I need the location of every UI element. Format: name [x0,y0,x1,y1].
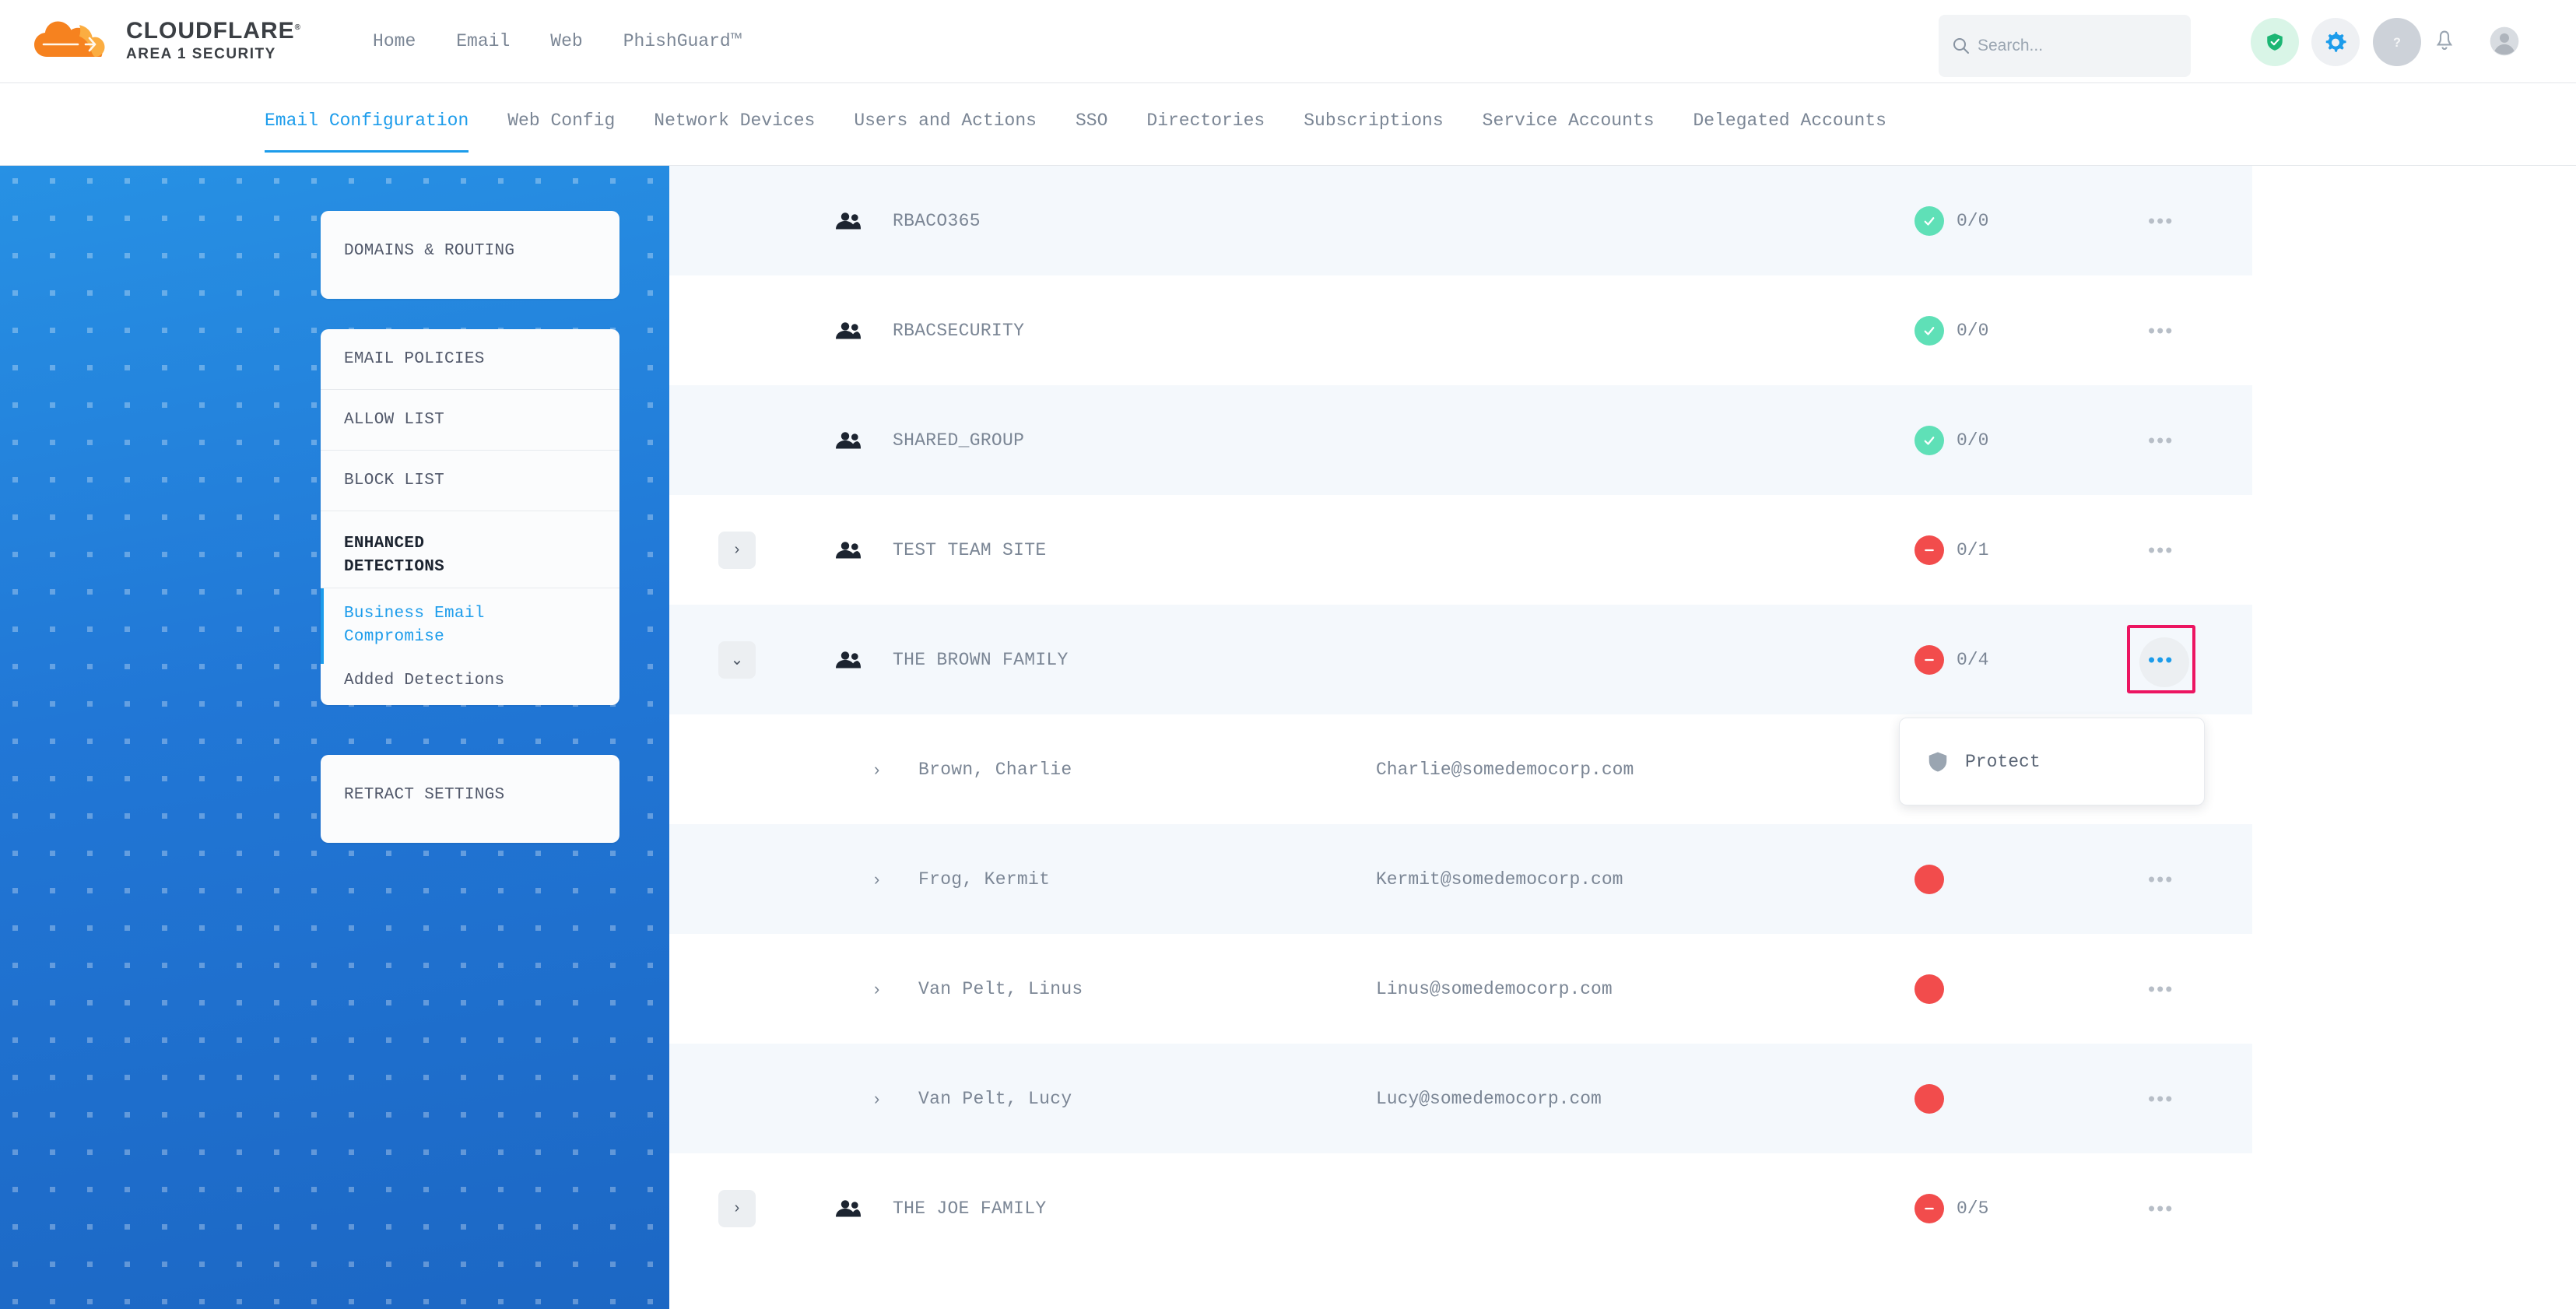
svg-text:?: ? [2393,35,2401,49]
